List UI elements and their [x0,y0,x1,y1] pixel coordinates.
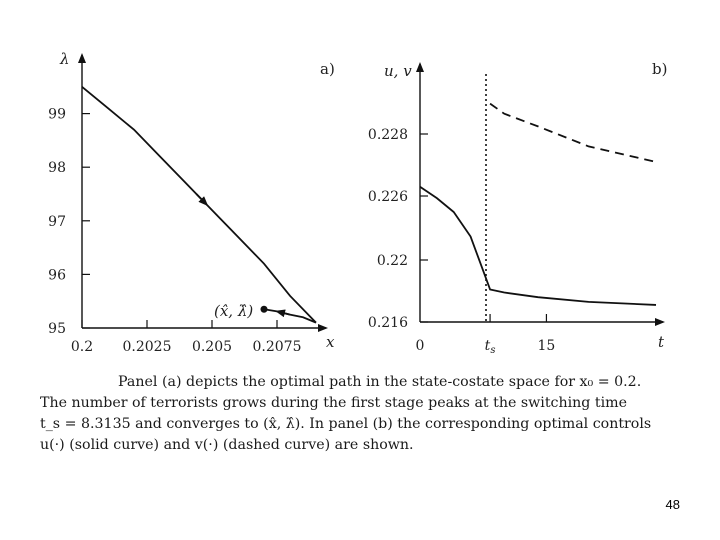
panel-a-return-arrow [275,309,291,318]
panel-b-x-label: t [658,333,665,351]
panel-a-optimal-path [81,86,317,324]
panel-a-y-tick-label: 98 [48,160,66,176]
panel-a-x-tick-label: 0.2025 [123,339,172,355]
panel-a-x-label: x [326,333,335,351]
panel-a-x-tick-label: 0.205 [192,339,232,355]
panel-a-chart: λ x a) 95 96 97 98 99 0.2 0.2025 0.205 0.2075 (… [48,50,335,355]
panel-a-x-tick-label: 0.2075 [253,339,302,355]
panel-b-y-tick-label: 0.216 [368,315,408,331]
panel-b-tag: b) [652,60,667,78]
panel-a-return-path [263,308,317,324]
panel-a-tag: a) [320,60,335,78]
panel-b-x-tick-label: 15 [538,338,556,354]
panel-b-y-tick-label: 0.226 [368,189,408,205]
panel-b-chart: u, v t b) 0.216 0.22 0.226 0.228 0 ts 15 [368,60,668,356]
caption-line-4: u(·) (solid curve) and v(·) (dashed curv… [40,437,414,453]
caption-line-3: t_s = 8.3135 and converges to (x̂, λ̂). … [40,416,652,432]
panel-a-x-tick-label: 0.2 [71,339,93,355]
panel-b-y-tick-label: 0.228 [368,127,408,143]
slide-number: 48 [665,497,680,512]
panel-a-y-tick-label: 95 [48,321,66,337]
panel-a-y-tick-label: 97 [48,214,66,230]
panel-b-control-v-curve [489,102,657,163]
panel-b-y-label: u, v [384,62,412,80]
panel-b-x-tick-label: 0 [416,338,425,354]
panel-b-x-tick-label: ts [485,338,496,356]
caption-line-2: The number of terrorists grows during th… [40,395,627,411]
panel-a-y-tick-label: 96 [48,267,66,283]
panel-a-equilibrium-point [260,305,268,313]
panel-a-y-label: λ [59,50,70,68]
figure-caption: Panel (a) depicts the optimal path in th… [40,372,680,456]
panel-b-y-tick-label: 0.22 [377,253,408,269]
panel-b-control-u-curve [419,185,657,306]
caption-line-1: Panel (a) depicts the optimal path in th… [118,374,642,390]
panel-a-annotation: (x̂, λ̂) [214,302,253,320]
panel-a-direction-arrow [195,193,209,207]
panel-a-y-tick-label: 99 [48,107,66,123]
